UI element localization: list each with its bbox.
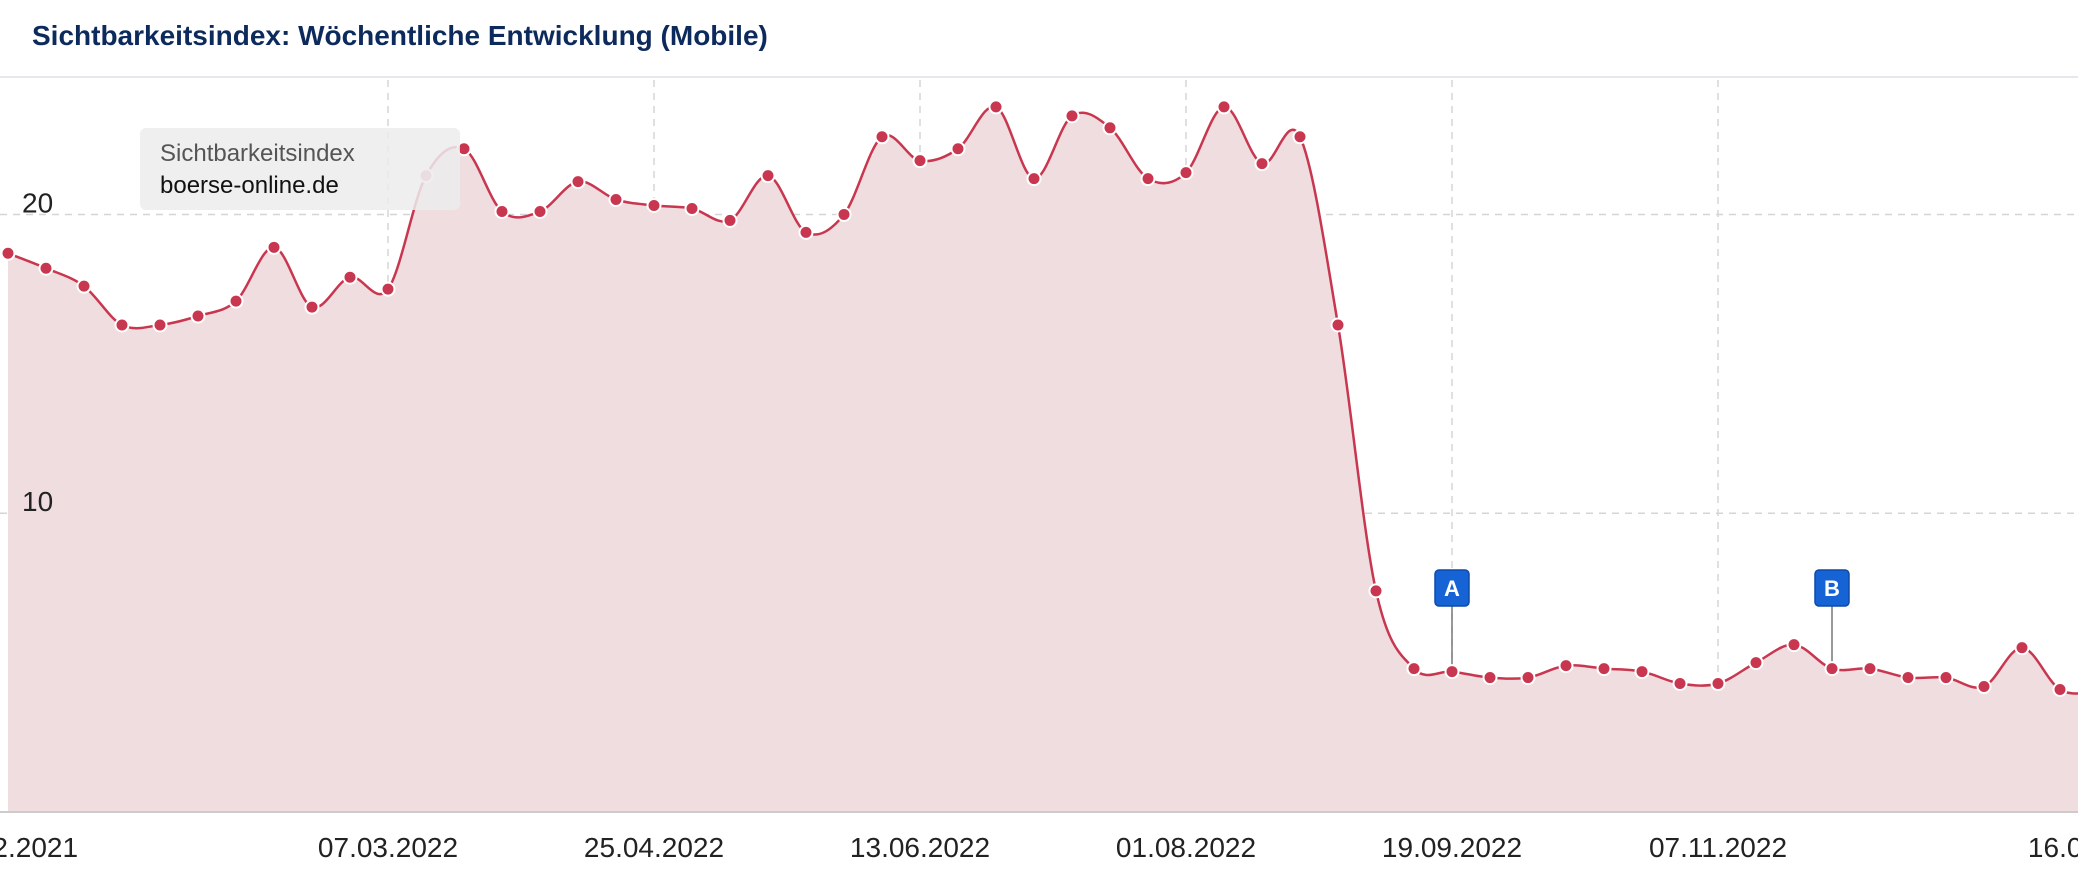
data-point[interactable] — [1406, 661, 1422, 677]
data-point[interactable] — [494, 203, 510, 219]
data-point[interactable] — [1672, 676, 1688, 692]
data-point[interactable] — [114, 317, 130, 333]
data-point[interactable] — [1748, 655, 1764, 671]
x-tick-label: 25.04.2022 — [584, 832, 724, 863]
data-point[interactable] — [646, 197, 662, 213]
chart-header: Sichtbarkeitsindex: Wöchentliche Entwick… — [0, 0, 2078, 78]
data-point[interactable] — [532, 203, 548, 219]
data-point[interactable] — [1102, 120, 1118, 136]
series-area — [8, 106, 2078, 812]
x-tick-label: 01.08.2022 — [1116, 832, 1256, 863]
data-point[interactable] — [608, 192, 624, 208]
data-point[interactable] — [1064, 108, 1080, 124]
data-point[interactable] — [1330, 317, 1346, 333]
event-marker-label: A — [1444, 576, 1460, 601]
data-point[interactable] — [380, 281, 396, 297]
data-point[interactable] — [1634, 664, 1650, 680]
data-point[interactable] — [1520, 670, 1536, 686]
data-point[interactable] — [1596, 661, 1612, 677]
data-point[interactable] — [1976, 679, 1992, 695]
data-point[interactable] — [1254, 156, 1270, 172]
data-point[interactable] — [1862, 661, 1878, 677]
data-point[interactable] — [1178, 165, 1194, 181]
data-point[interactable] — [1938, 670, 1954, 686]
data-point[interactable] — [874, 129, 890, 145]
data-point[interactable] — [1292, 129, 1308, 145]
data-point[interactable] — [2014, 640, 2030, 656]
data-point[interactable] — [1444, 664, 1460, 680]
data-point[interactable] — [1026, 171, 1042, 187]
data-point[interactable] — [1824, 661, 1840, 677]
data-point[interactable] — [950, 141, 966, 157]
data-point[interactable] — [684, 200, 700, 216]
chart-title: Sichtbarkeitsindex: Wöchentliche Entwick… — [32, 20, 768, 51]
event-marker-b[interactable] — [1814, 569, 1850, 607]
data-point[interactable] — [38, 260, 54, 276]
data-point[interactable] — [190, 308, 206, 324]
data-point[interactable] — [1900, 670, 1916, 686]
axes: 27.12.2021 07.03.2022 25.04.2022 13.06.2022… — [0, 187, 2078, 863]
data-point[interactable] — [266, 239, 282, 255]
data-point[interactable] — [722, 212, 738, 228]
x-tick-label: 19.09.2022 — [1382, 832, 1522, 863]
x-tick-label: 13.06.2022 — [850, 832, 990, 863]
data-point[interactable] — [1786, 637, 1802, 653]
data-point[interactable] — [1216, 99, 1232, 115]
x-tick-label: 27.12.2021 — [0, 832, 78, 863]
data-point[interactable] — [342, 269, 358, 285]
x-tick-label: 16.01.2023 — [2028, 832, 2078, 863]
data-point[interactable] — [760, 168, 776, 184]
data-points[interactable] — [0, 99, 2078, 702]
x-tick-label: 07.03.2022 — [318, 832, 458, 863]
legend-tooltip — [140, 128, 460, 210]
data-point[interactable] — [836, 206, 852, 222]
data-point[interactable] — [0, 245, 16, 261]
event-marker-label: B — [1824, 576, 1840, 601]
data-point[interactable] — [228, 293, 244, 309]
data-point[interactable] — [988, 99, 1004, 115]
data-point[interactable] — [1140, 171, 1156, 187]
legend-domain: boerse-online.de — [160, 172, 339, 199]
event-marker-a[interactable] — [1434, 569, 1470, 607]
data-point[interactable] — [570, 174, 586, 190]
legend-series-label: Sichtbarkeitsindex — [160, 140, 355, 167]
data-point[interactable] — [798, 224, 814, 240]
data-point[interactable] — [152, 317, 168, 333]
data-point[interactable] — [912, 153, 928, 169]
y-tick-label: 20 — [22, 187, 53, 218]
data-point[interactable] — [1368, 583, 1384, 599]
y-tick-label: 10 — [22, 486, 53, 517]
data-point[interactable] — [2052, 682, 2068, 698]
x-tick-label: 07.11.2022 — [1649, 832, 1787, 863]
data-point[interactable] — [1558, 658, 1574, 674]
data-point[interactable] — [1482, 670, 1498, 686]
data-point[interactable] — [304, 299, 320, 315]
data-point[interactable] — [1710, 676, 1726, 692]
data-point[interactable] — [76, 278, 92, 294]
